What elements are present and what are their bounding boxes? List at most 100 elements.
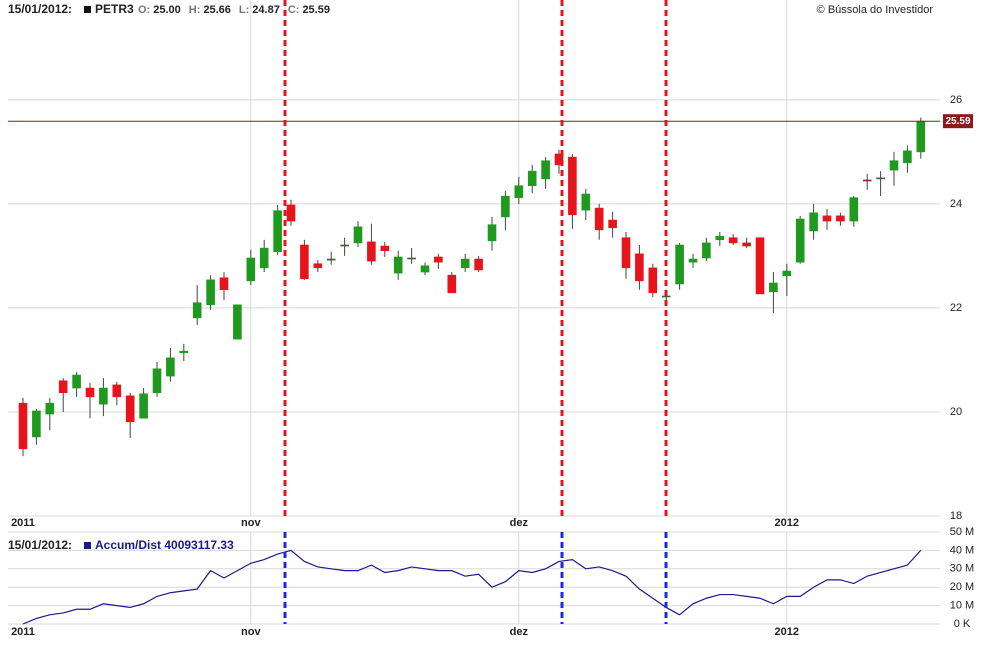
candle-body (58, 380, 68, 394)
candle-body (300, 244, 309, 280)
field-label: O: (138, 4, 150, 16)
candle-body (393, 256, 403, 274)
y-tick-label: 22 (950, 302, 962, 314)
candle-body (554, 153, 564, 166)
candle-body (728, 237, 738, 244)
candle-body (862, 179, 872, 182)
last-price-box (943, 114, 973, 129)
field-value: 25.00 (153, 4, 181, 16)
candle-body (420, 265, 430, 273)
x-tick-label: dez (510, 626, 529, 638)
y-tick-label: 18 (950, 510, 962, 522)
candle-body (715, 235, 725, 241)
candle-body (273, 210, 282, 253)
indicator-label: Accum/Dist 40093117.33 (95, 538, 234, 552)
candle-body (648, 267, 658, 294)
candle-body (246, 257, 256, 282)
candle-body (139, 393, 148, 419)
y2-tick-label: 40 M (950, 544, 974, 556)
candle-body (849, 197, 859, 222)
candle-body (353, 226, 363, 244)
candle-body (527, 170, 537, 186)
candle-body (594, 207, 604, 231)
candle-body (621, 237, 631, 269)
candle-body (568, 156, 577, 216)
indicator-date: 15/01/2012: (8, 538, 72, 552)
field-value: 24.87 (252, 4, 280, 16)
field-label: H: (189, 4, 201, 16)
copyright: © Bússola do Investidor (817, 4, 934, 16)
candle-body (782, 270, 792, 276)
candle-body (822, 215, 832, 222)
candle-body (661, 295, 671, 298)
y-tick-label: 26 (950, 94, 962, 106)
candle-body (675, 244, 684, 285)
candle-body (407, 257, 416, 260)
y-tick-label: 20 (950, 406, 962, 418)
candle-body (501, 195, 510, 218)
header-date: 15/01/2012: (8, 2, 72, 16)
candle-body (903, 150, 912, 164)
field-label: L: (239, 4, 249, 16)
candle-body (125, 395, 135, 423)
candle-body (99, 387, 108, 405)
candle-body (474, 258, 483, 271)
candle-body (18, 402, 28, 450)
candle-body (286, 204, 296, 222)
candle-body (702, 242, 711, 259)
last-price-label: 25.59 (945, 116, 970, 127)
y2-tick-label: 30 M (950, 563, 974, 575)
candle-body (152, 368, 162, 394)
candle-body (233, 304, 242, 340)
candle-body (742, 242, 751, 247)
candle-body (541, 160, 550, 180)
candle-body (460, 258, 470, 269)
marker-lines (283, 0, 668, 624)
x-tick-label: 2011 (11, 517, 35, 529)
x-tick-label: 2011 (11, 626, 35, 638)
x-tick-label: dez (510, 517, 529, 529)
candle-body (206, 279, 215, 306)
candle-body (32, 410, 41, 438)
y2-tick-label: 10 M (950, 600, 974, 612)
field-label: C: (288, 4, 300, 16)
candle-body (340, 244, 349, 247)
candle-body (514, 185, 524, 198)
candle-body (313, 263, 323, 269)
y-tick-label: 24 (950, 198, 962, 210)
x-tick-label: nov (241, 626, 261, 638)
candle-body (192, 302, 202, 319)
y2-tick-label: 50 M (950, 526, 974, 538)
candle-body (367, 241, 376, 262)
candle-body (219, 277, 229, 291)
candle-body (380, 245, 390, 252)
candle-body (581, 193, 591, 211)
x-tick-label: nov (241, 517, 261, 529)
x-tick-label: 2012 (775, 517, 799, 529)
field-value: 25.66 (203, 4, 231, 16)
symbol-swatch (84, 6, 91, 13)
y2-tick-label: 20 M (950, 581, 974, 593)
candle-body (434, 256, 443, 263)
accum-dist-line (22, 549, 922, 625)
candle-body (45, 402, 55, 415)
candle-body (179, 350, 189, 353)
x-tick-label: 2012 (775, 626, 799, 638)
candle-body (836, 215, 845, 222)
candle-body (166, 357, 175, 377)
candle-body (608, 219, 617, 229)
candle-body (769, 282, 778, 293)
candle-body (688, 258, 698, 263)
indicator-swatch (84, 542, 91, 549)
candle-body (85, 387, 95, 398)
candle-body (259, 247, 269, 269)
candle-body (876, 177, 885, 180)
candle-body (795, 218, 805, 263)
candle-body (112, 384, 122, 398)
candle-body (635, 253, 644, 282)
plot: 18 20 22 24 26 0 K 10 M 20 M 30 M 40 M 50 M 2011 201… (8, 0, 974, 638)
field-value: 25.59 (302, 4, 330, 16)
header-fields: O: 25.00 H: 25.66 L: 24.87 C: 25.59 (138, 4, 330, 16)
candle-body (755, 237, 765, 295)
